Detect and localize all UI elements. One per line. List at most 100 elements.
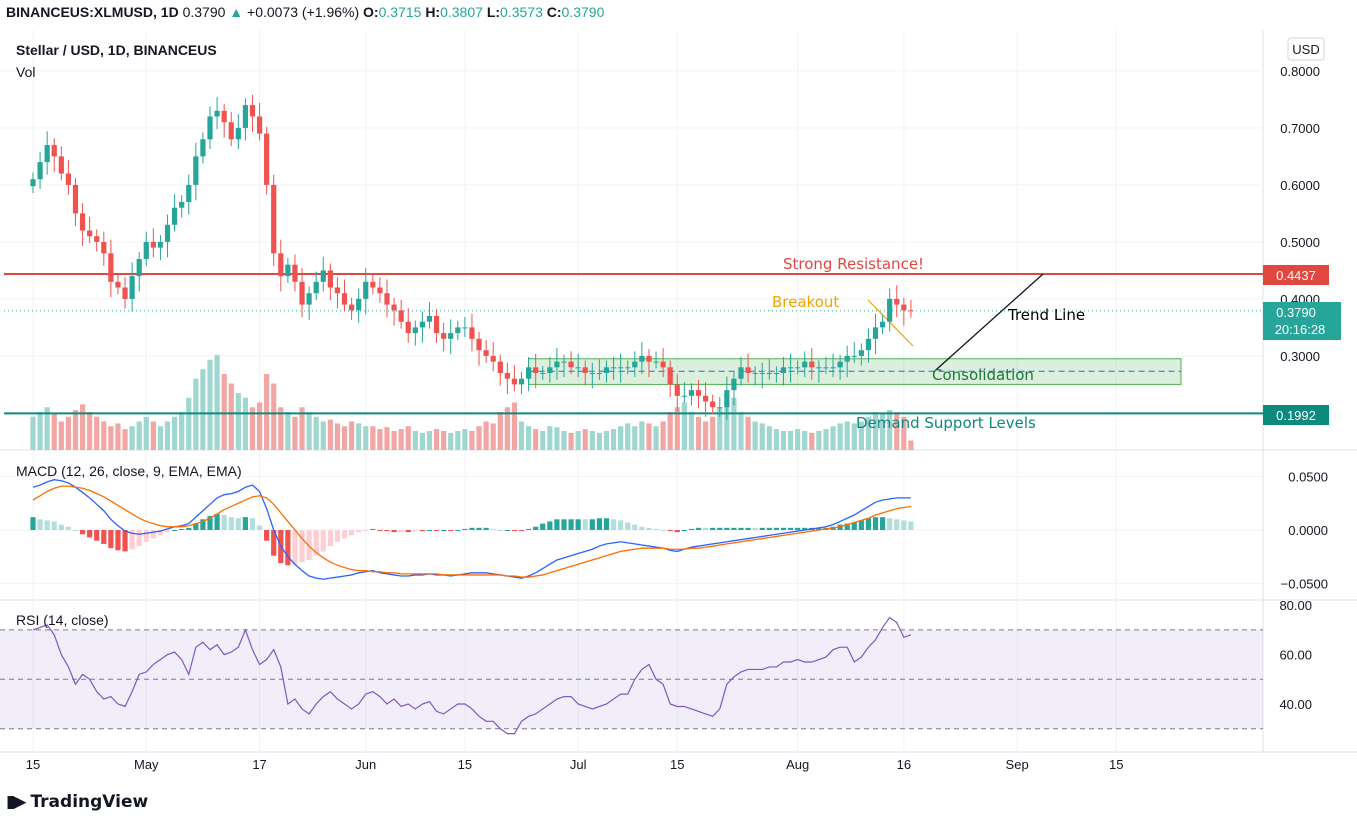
macd-histogram-bar (327, 530, 333, 547)
macd-histogram-bar (271, 530, 277, 556)
trend-line-annotation: Trend Line (1007, 306, 1085, 324)
macd-histogram-bar (901, 520, 907, 530)
candle-body (851, 355, 857, 357)
macd-histogram-bar (186, 527, 192, 530)
candle-body (547, 367, 553, 374)
low-value: 0.3573 (500, 4, 543, 20)
symbol-name: BINANCEUS:XLMUSD, 1D (6, 4, 179, 20)
candle-body (313, 281, 319, 294)
macd-histogram-bar (547, 521, 553, 530)
volume-bar (299, 407, 305, 450)
time-tick-label: 15 (1109, 757, 1123, 772)
candle-body (731, 378, 737, 391)
macd-histogram-bar (306, 530, 312, 560)
macd-histogram-bar (703, 527, 709, 530)
candle-body (908, 310, 914, 312)
macd-title: MACD (12, 26, close, 9, EMA, EMA) (16, 463, 242, 479)
usd-button-label: USD (1292, 42, 1319, 57)
candle-body (667, 367, 673, 385)
macd-histogram-bar (51, 521, 57, 530)
candle-body (341, 293, 348, 305)
macd-histogram-bar (660, 530, 666, 531)
candle-body (780, 367, 787, 374)
macd-histogram-bar (476, 527, 482, 530)
candle-body (653, 361, 659, 363)
volume-bar (844, 421, 850, 450)
volume-bar (518, 421, 525, 450)
volume-bar (363, 426, 369, 450)
candle-body (596, 373, 602, 375)
macd-tick-label: 0.0000 (1288, 523, 1328, 538)
candle-body (688, 390, 695, 396)
macd-histogram-bar (653, 528, 659, 530)
volume-bar (370, 426, 376, 450)
macd-line (32, 479, 911, 580)
macd-histogram-bar (419, 530, 425, 532)
price-tick-label: 0.7000 (1280, 121, 1320, 136)
last-price: 0.3790 (182, 4, 226, 20)
volume-bar (667, 412, 673, 450)
volume-bar (568, 432, 574, 450)
volume-bar (172, 416, 178, 450)
volume-bar (738, 412, 744, 450)
usd-currency-button[interactable]: USD (1287, 37, 1325, 61)
volume-bar (320, 421, 326, 450)
volume-bar (398, 429, 404, 450)
chart-canvas[interactable]: 0.80000.70000.60000.50000.40000.30000.05… (0, 30, 1357, 782)
candle-body (610, 367, 617, 369)
macd-histogram-bar (908, 521, 914, 530)
macd-histogram-bar (582, 519, 588, 530)
volume-bar (235, 393, 241, 450)
macd-histogram-bar (136, 530, 142, 547)
macd-histogram-bar (872, 517, 879, 530)
demand-annotation: Demand Support Levels (856, 414, 1036, 432)
volume-bar (533, 429, 539, 450)
macd-histogram-bar (228, 517, 234, 530)
price-tick-label: 0.8000 (1280, 64, 1320, 79)
candle-body (271, 184, 277, 254)
macd-histogram-bar (179, 528, 185, 530)
macd-histogram-bar (568, 519, 574, 530)
candle-body (660, 361, 666, 368)
volume-bar (419, 432, 425, 450)
volume-bar (271, 383, 277, 450)
tradingview-logo[interactable]: ▮▶ TradingView (6, 792, 148, 812)
macd-histogram-bar (632, 524, 638, 530)
volume-bar (490, 423, 496, 450)
macd-histogram-bar (377, 530, 383, 532)
macd-histogram-bar (710, 527, 716, 530)
volume-title: Vol (16, 64, 35, 80)
volume-bar (582, 429, 588, 450)
candle-body (674, 384, 680, 396)
candle-body (285, 264, 291, 277)
candle-body (122, 287, 128, 299)
volume-bar (830, 426, 836, 450)
volume-bar (596, 432, 602, 450)
macd-histogram-bar (695, 527, 702, 530)
macd-histogram-bar (554, 519, 560, 530)
candle-body (398, 310, 404, 322)
candle-body (887, 298, 893, 322)
volume-bar (179, 412, 185, 450)
rsi-tick-label: 60.00 (1279, 648, 1312, 663)
breakout-annotation: Breakout (772, 293, 839, 311)
candle-body (94, 236, 100, 242)
volume-bar (200, 369, 206, 450)
volume-bar (872, 412, 879, 450)
candle-body (901, 304, 907, 311)
volume-bar (724, 402, 730, 450)
macd-histogram-bar (441, 530, 447, 531)
candle-body (186, 184, 192, 203)
candle-body (242, 105, 248, 128)
candle-body (497, 361, 503, 374)
volume-bar (880, 413, 886, 450)
macd-histogram-bar (384, 530, 390, 532)
time-tick-label: 17 (252, 757, 266, 772)
candle-body (143, 241, 149, 260)
macd-histogram-bar (214, 513, 220, 530)
macd-histogram-bar (122, 530, 128, 552)
macd-histogram-bar (101, 530, 107, 544)
volume-bar (561, 431, 567, 450)
candle-body (150, 241, 156, 248)
support-price-box (1263, 405, 1329, 425)
